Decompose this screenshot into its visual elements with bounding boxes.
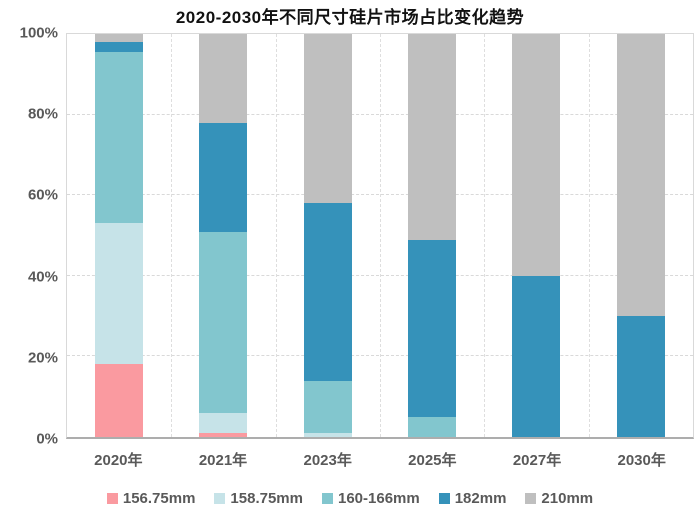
legend-swatch-icon	[214, 493, 226, 504]
bar-segment-210mm	[408, 34, 457, 240]
legend-label: 210mm	[541, 490, 594, 507]
v-gridline	[275, 34, 277, 437]
legend-item-158.75mm: 158.75mm	[214, 491, 303, 506]
bar-segment-182mm	[95, 42, 144, 53]
bar-segment-158.75mm	[95, 223, 144, 365]
legend-label: 158.75mm	[230, 490, 303, 507]
stacked-bar-2023年	[303, 34, 352, 437]
v-gridline	[588, 34, 590, 437]
bar-group	[67, 34, 693, 437]
y-tick-label: 100%	[19, 24, 58, 42]
x-category-label: 2027年	[512, 452, 562, 469]
legend-swatch-icon	[106, 493, 118, 504]
bar-segment-210mm	[199, 34, 248, 123]
bar-slot-2023年	[276, 34, 380, 437]
bar-segment-156.75mm	[95, 364, 144, 437]
legend-label: 160-166mm	[337, 490, 420, 507]
legend-item-156.75mm: 156.75mm	[106, 490, 196, 507]
stacked-bar-2030年	[616, 34, 665, 437]
v-gridline	[484, 34, 486, 437]
legend-swatch-icon	[525, 493, 537, 504]
bar-slot-2025年	[380, 34, 484, 437]
legend-swatch-icon	[438, 493, 450, 504]
x-category-label: 2020年	[94, 452, 143, 469]
legend-item-182mm: 182mm	[438, 490, 507, 507]
x-axis: 2020年 2021年 2023年 2025年 2027年 2030年	[66, 449, 694, 470]
stacked-bar-2025年	[408, 34, 457, 437]
bar-slot-2027年	[484, 34, 588, 437]
bar-segment-156.75mm	[199, 432, 248, 437]
bar-segment-158.75mm	[303, 432, 352, 437]
bar-segment-158.75mm	[199, 412, 248, 433]
y-tick-label: 40%	[27, 268, 58, 286]
y-tick-label: 80%	[27, 105, 58, 123]
bar-segment-182mm	[408, 239, 457, 417]
x-category-label: 2025年	[408, 452, 457, 469]
stacked-bar-2027年	[512, 34, 561, 437]
legend-item-160-166mm: 160-166mm	[321, 490, 420, 507]
y-tick-label: 0%	[36, 430, 58, 448]
bar-segment-210mm	[512, 34, 561, 276]
bar-segment-182mm	[512, 275, 561, 437]
plot-area	[66, 33, 694, 439]
legend-item-210mm: 210mm	[525, 491, 593, 506]
v-gridline	[171, 34, 173, 437]
legend-label: 156.75mm	[122, 490, 196, 507]
bar-slot-2030年	[589, 34, 693, 437]
stacked-bar-2020年	[95, 34, 144, 437]
chart-title: 2020-2030年不同尺寸硅片市场占比变化趋势	[175, 8, 525, 27]
y-tick-label: 20%	[27, 349, 58, 367]
legend: 156.75mm 158.75mm 160-166mm 182mm 210mm	[0, 491, 700, 506]
y-axis: 0% 20% 40% 60% 80% 100%	[0, 26, 58, 447]
bar-slot-2020年	[67, 34, 171, 437]
bar-segment-210mm	[616, 34, 665, 317]
bar-segment-210mm	[95, 34, 144, 43]
bar-segment-210mm	[303, 34, 352, 204]
y-tick-label: 60%	[27, 186, 58, 204]
legend-swatch-icon	[321, 493, 333, 504]
x-category-label: 2023年	[303, 452, 352, 469]
stacked-bar-2021年	[199, 34, 248, 437]
legend-label: 182mm	[454, 490, 507, 507]
bar-slot-2021年	[171, 34, 275, 437]
bar-segment-182mm	[303, 203, 352, 381]
bar-segment-160-166mm	[408, 416, 457, 437]
v-gridline	[380, 34, 381, 437]
bar-segment-182mm	[616, 316, 665, 437]
x-category-label: 2030年	[617, 452, 666, 469]
x-category-label: 2021年	[198, 452, 248, 469]
bar-segment-160-166mm	[303, 380, 352, 433]
bar-segment-182mm	[199, 122, 248, 232]
bar-segment-160-166mm	[95, 52, 144, 224]
bar-segment-160-166mm	[199, 231, 248, 413]
